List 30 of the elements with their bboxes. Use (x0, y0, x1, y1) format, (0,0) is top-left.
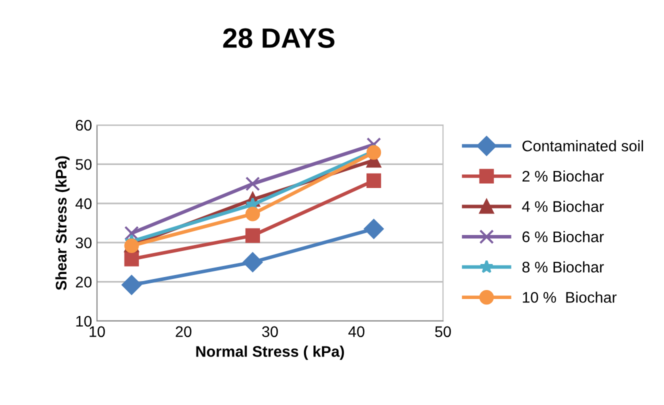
x-tick-label: 20 (176, 326, 192, 338)
y-tick-label: 20 (76, 276, 92, 288)
point (242, 252, 263, 272)
x-tick-label: 10 (90, 326, 105, 338)
x-axis-title: Normal Stress ( kPa) (196, 346, 344, 360)
point (366, 145, 382, 160)
x-tick-label: 50 (435, 326, 451, 338)
point (124, 226, 139, 240)
legend-label: 4 % Biochar (522, 200, 604, 212)
y-tick-label: 30 (76, 237, 92, 248)
point (124, 252, 139, 266)
y-tick-label: 10 (76, 316, 92, 327)
y-tick-label: 50 (76, 159, 92, 170)
legend-label: Contaminated soil (522, 140, 643, 152)
point (122, 275, 142, 295)
chart-title: 28 DAYS (223, 28, 334, 48)
legend-label: 8 % Biochar (522, 261, 604, 273)
point (366, 173, 382, 188)
point (245, 176, 260, 192)
legend-label: 10 % Biochar (522, 292, 617, 303)
y-tick-label: 40 (76, 198, 92, 210)
point (245, 206, 260, 222)
legend-label: 6 % Biochar (522, 231, 604, 242)
y-tick-label: 60 (76, 120, 92, 131)
legend-label: 2 % Biochar (522, 170, 604, 182)
x-tick-label: 30 (262, 326, 278, 338)
point (364, 218, 384, 239)
point (245, 228, 260, 243)
y-axis-title: Shear Stress (kPa) (55, 156, 70, 290)
x-tick-label: 40 (348, 326, 364, 338)
